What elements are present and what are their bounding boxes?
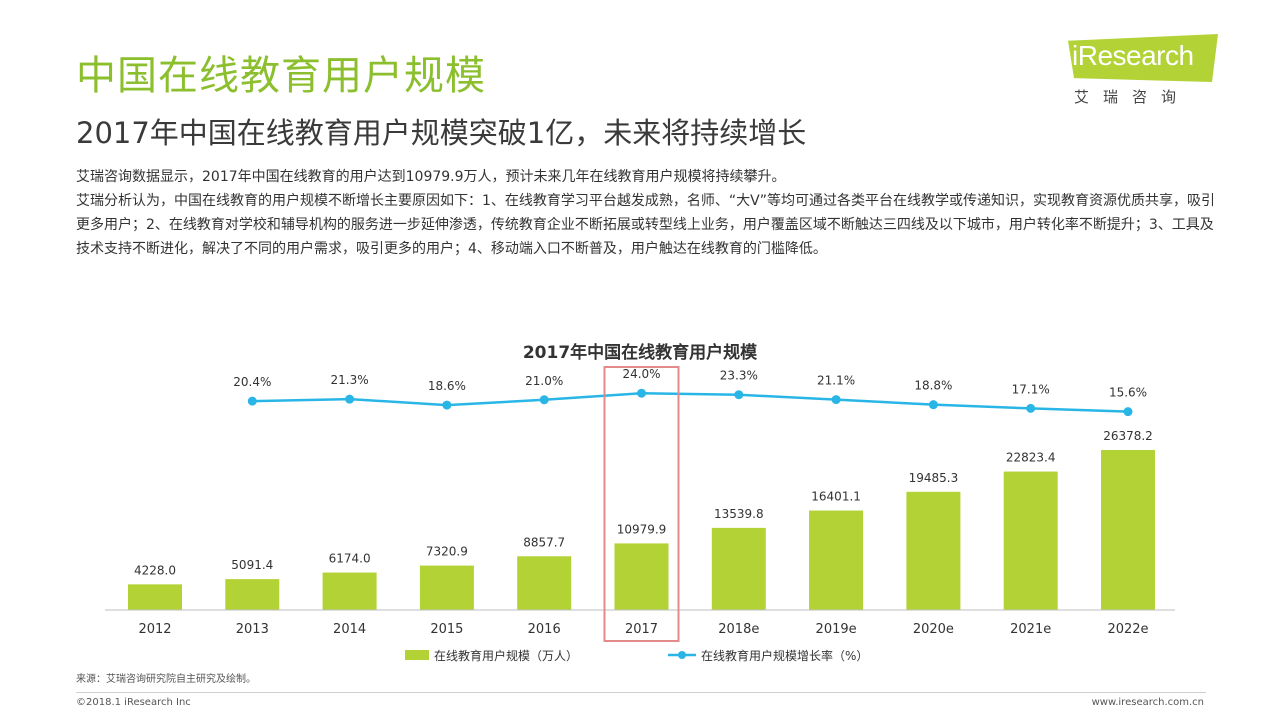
bar	[1003, 471, 1058, 610]
growth-rate-label: 20.4%	[233, 375, 271, 389]
growth-rate-label: 15.6%	[1109, 386, 1147, 400]
legend-line-label: 在线教育用户规模增长率（%）	[701, 648, 868, 663]
x-tick-label: 2017	[625, 622, 658, 637]
x-tick-label: 2021e	[1010, 622, 1051, 637]
bar	[809, 510, 864, 610]
footer-divider	[76, 692, 1206, 693]
x-tick-label: 2014	[333, 622, 366, 637]
growth-rate-point	[1026, 403, 1036, 413]
bar	[1101, 450, 1155, 610]
growth-rate-label: 21.1%	[817, 374, 855, 388]
bar-value-label: 7320.9	[426, 545, 468, 559]
bar-value-label: 6174.0	[329, 552, 371, 566]
description-paragraph: 艾瑞分析认为，中国在线教育的用户规模不断增长主要原因如下：1、在线教育学习平台越…	[76, 193, 1215, 257]
highlight-box	[603, 366, 680, 642]
logo-subtext: 艾瑞咨询	[1074, 88, 1191, 106]
bar-value-label: 4228.0	[134, 563, 176, 577]
bar	[614, 543, 669, 610]
description-paragraph: 艾瑞咨询数据显示，2017年中国在线教育的用户达到10979.9万人，预计未来几…	[76, 169, 786, 185]
iresearch-logo: iResearch 艾瑞咨询	[1060, 30, 1220, 110]
bar	[322, 572, 377, 610]
x-tick-label: 2019e	[816, 622, 857, 637]
bar	[128, 584, 182, 610]
legend-bar-swatch	[405, 650, 429, 660]
x-tick-label: 2015	[430, 622, 463, 637]
bar-value-label: 5091.4	[231, 558, 273, 572]
x-tick-label: 2013	[236, 622, 269, 637]
growth-rate-point	[928, 400, 938, 410]
growth-rate-label: 21.0%	[525, 374, 563, 388]
legend-line-marker	[678, 651, 686, 659]
bar-value-label: 16401.1	[811, 490, 861, 504]
growth-rate-label: 21.3%	[331, 373, 369, 387]
growth-rate-point	[442, 400, 452, 410]
growth-rate-label: 17.1%	[1012, 382, 1050, 396]
growth-rate-label: 18.6%	[428, 379, 466, 393]
growth-rate-point	[539, 395, 549, 405]
description: 艾瑞咨询数据显示，2017年中国在线教育的用户达到10979.9万人，预计未来几…	[76, 165, 1216, 261]
bar-value-label: 13539.8	[714, 507, 764, 521]
growth-rate-label: 24.0%	[622, 367, 660, 381]
growth-rate-line	[252, 391, 1129, 413]
bar-value-label: 22823.4	[1006, 451, 1056, 465]
growth-rate-point	[637, 388, 646, 398]
bar-value-label: 19485.3	[909, 471, 959, 485]
page-title: 中国在线教育用户规模	[76, 53, 486, 99]
copyright: ©2018.1 iResearch Inc	[76, 697, 191, 708]
bar	[711, 527, 766, 610]
bar	[517, 556, 572, 610]
website-url: www.iresearch.com.cn	[1091, 697, 1204, 708]
chart-title: 2017年中国在线教育用户规模	[523, 342, 758, 363]
growth-rate-point	[734, 390, 744, 400]
bar-value-label: 26378.2	[1103, 429, 1153, 443]
growth-rate-point	[345, 394, 355, 404]
growth-rate-point	[1123, 407, 1133, 417]
bar-value-label: 8857.7	[523, 535, 565, 549]
x-tick-label: 2016	[528, 622, 561, 637]
x-tick-label: 2018e	[718, 622, 759, 637]
source-note: 来源：艾瑞咨询研究院自主研究及绘制。	[76, 674, 256, 685]
growth-rate-point	[247, 396, 257, 406]
legend-bar-label: 在线教育用户规模（万人）	[434, 648, 578, 663]
bar-value-label: 10979.9	[617, 522, 667, 536]
x-tick-label: 2020e	[913, 622, 954, 637]
bar	[419, 565, 474, 610]
x-tick-label: 2012	[138, 622, 171, 637]
bar	[906, 491, 961, 610]
x-tick-label: 2022e	[1107, 622, 1148, 637]
growth-rate-label: 23.3%	[720, 369, 758, 383]
bar	[225, 579, 280, 610]
page-subtitle: 2017年中国在线教育用户规模突破1亿，未来将持续增长	[76, 116, 807, 150]
growth-rate-label: 18.8%	[914, 379, 952, 393]
logo-text: iResearch	[1072, 40, 1194, 71]
logo-banner	[1068, 34, 1218, 82]
growth-rate-point	[831, 395, 841, 405]
